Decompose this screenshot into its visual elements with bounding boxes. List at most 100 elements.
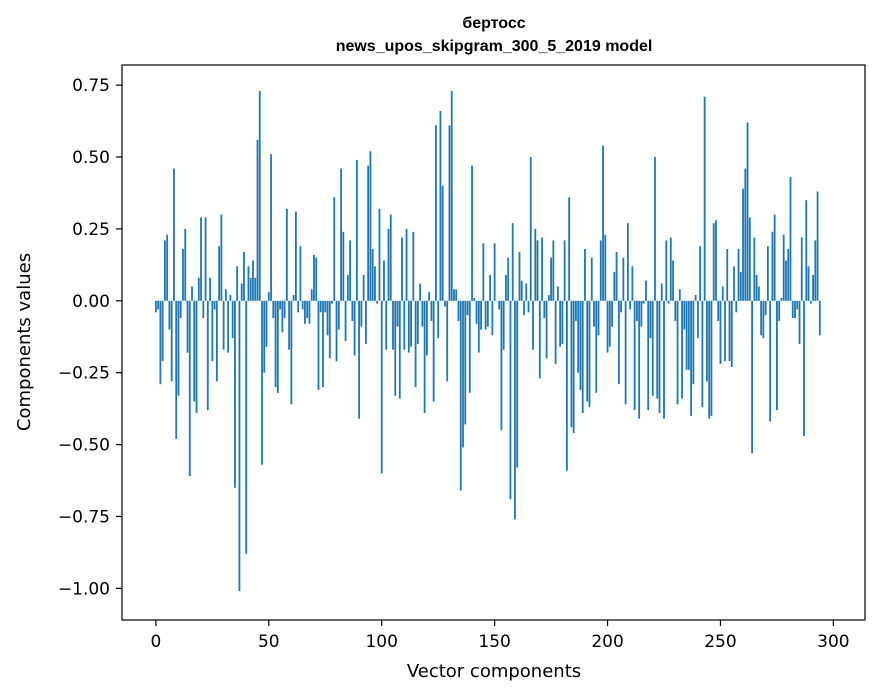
bar-188 <box>579 300 582 390</box>
bar-264 <box>751 300 753 454</box>
bar-191 <box>586 300 589 402</box>
bar-281 <box>789 177 792 301</box>
bar-203 <box>613 272 616 301</box>
bar-185 <box>572 300 575 434</box>
bar-273 <box>771 231 774 301</box>
bar-123 <box>432 300 435 402</box>
bar-293 <box>816 191 819 301</box>
bar-111 <box>405 228 408 301</box>
bar-240 <box>696 300 699 339</box>
bar-22 <box>204 217 207 301</box>
bar-104 <box>389 214 392 301</box>
bar-247 <box>712 223 715 301</box>
bar-258 <box>737 249 740 301</box>
bar-1 <box>157 300 160 310</box>
bar-101 <box>383 260 385 301</box>
x-tick-label: 300 <box>817 632 849 652</box>
bar-116 <box>416 300 419 344</box>
bar-84 <box>344 300 347 342</box>
bar-202 <box>611 300 613 327</box>
bar-169 <box>536 240 539 301</box>
bar-195 <box>595 300 598 393</box>
bar-241 <box>699 246 702 301</box>
y-tick-label: −0.25 <box>58 364 110 384</box>
bar-92 <box>362 274 365 301</box>
bar-39 <box>243 251 245 301</box>
bar-35 <box>234 300 236 488</box>
bar-228 <box>669 237 672 301</box>
bar-4 <box>164 240 166 301</box>
bar-254 <box>728 300 731 362</box>
bar-226 <box>665 240 668 301</box>
bar-244 <box>706 300 708 382</box>
bar-289 <box>807 266 810 301</box>
bar-235 <box>685 300 688 370</box>
bar-144 <box>480 300 482 330</box>
bar-290 <box>809 300 812 304</box>
bar-61 <box>292 295 295 301</box>
bar-16 <box>191 286 193 301</box>
bar-194 <box>593 300 595 327</box>
bar-155 <box>505 274 507 301</box>
bar-224 <box>660 283 663 301</box>
bar-156 <box>507 257 510 301</box>
bar-176 <box>552 240 555 301</box>
x-axis-ticks: 0 50 100 150 200 250 300 <box>150 620 850 652</box>
bar-148 <box>489 274 492 301</box>
bar-63 <box>297 300 300 313</box>
bar-145 <box>482 243 485 301</box>
bar-141 <box>473 297 476 301</box>
bar-55 <box>279 300 281 310</box>
bar-8 <box>173 168 175 301</box>
bar-41 <box>247 266 250 301</box>
bar-7 <box>170 300 173 382</box>
bar-89 <box>355 159 358 301</box>
bar-177 <box>554 300 557 365</box>
bar-94 <box>367 165 370 301</box>
bar-206 <box>620 300 622 313</box>
bar-210 <box>629 300 632 310</box>
bar-66 <box>304 300 306 324</box>
bar-143 <box>477 300 480 353</box>
bar-159 <box>514 300 516 520</box>
bar-140 <box>471 165 473 301</box>
bar-250 <box>719 300 722 365</box>
bar-186 <box>575 300 577 321</box>
bar-47 <box>261 300 263 465</box>
bar-132 <box>453 289 455 301</box>
bar-135 <box>459 300 462 491</box>
bar-172 <box>543 300 546 319</box>
bar-274 <box>773 214 776 301</box>
bar-110 <box>403 300 406 350</box>
bar-266 <box>755 274 758 301</box>
y-tick-label: −1.00 <box>58 579 110 599</box>
bar-19 <box>197 277 200 301</box>
bar-50 <box>267 292 270 301</box>
bar-37 <box>238 300 241 592</box>
y-tick-label: 0.50 <box>72 148 110 168</box>
bar-128 <box>444 300 446 307</box>
bar-48 <box>263 300 266 373</box>
bar-279 <box>785 260 787 301</box>
bar-28 <box>218 246 221 301</box>
bar-126 <box>439 111 442 301</box>
y-axis-label: Components values <box>14 253 35 431</box>
bar-282 <box>791 300 794 319</box>
bar-103 <box>387 228 390 301</box>
bar-278 <box>782 234 785 301</box>
bar-174 <box>547 295 550 301</box>
bar-236 <box>687 300 690 370</box>
bar-106 <box>394 300 397 396</box>
bar-231 <box>676 300 679 405</box>
bar-217 <box>645 280 647 301</box>
bar-229 <box>672 260 674 301</box>
bar-149 <box>491 300 494 336</box>
bar-93 <box>365 300 367 344</box>
bar-137 <box>464 300 467 425</box>
bar-75 <box>324 300 327 313</box>
bar-283 <box>794 300 796 319</box>
bar-113 <box>410 300 412 347</box>
bar-23 <box>206 300 209 411</box>
bar-5 <box>166 234 169 301</box>
bar-227 <box>667 300 670 304</box>
